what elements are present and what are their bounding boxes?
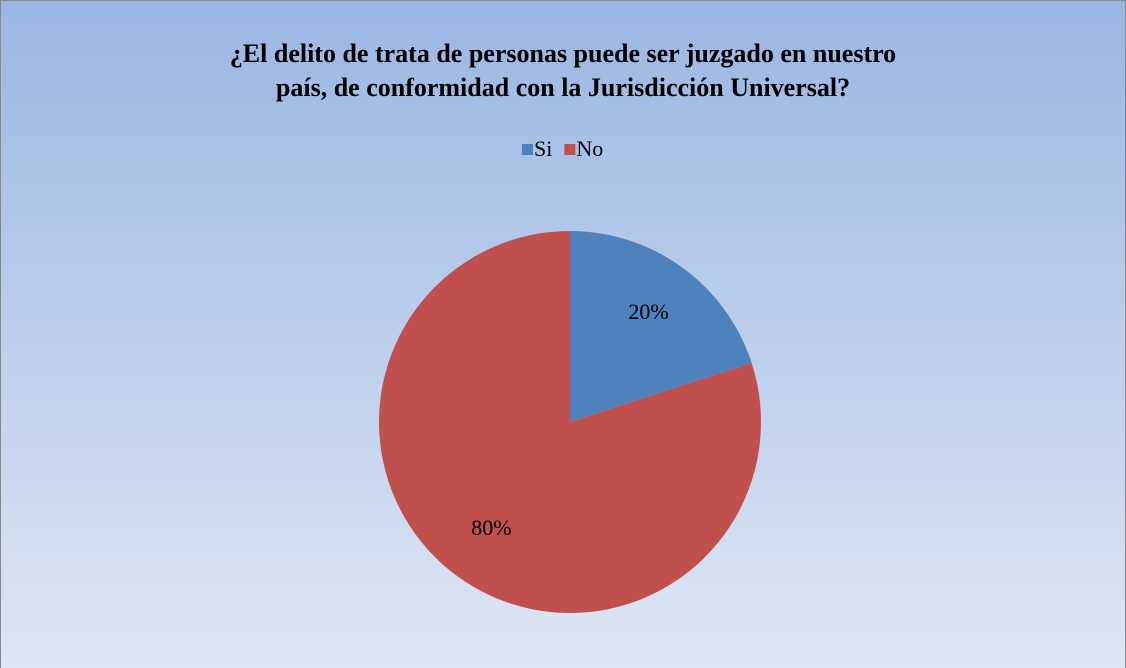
chart-title: ¿El delito de trata de personas puede se… [230,39,896,68]
data-label: 20% [628,299,668,324]
legend-swatch [522,144,533,155]
pie-slice [570,231,752,422]
legend-label: No [576,136,603,161]
legend-label: Si [534,136,552,161]
chart-title: país, de conformidad con la Jurisdicción… [276,73,850,102]
data-label: 80% [471,515,511,540]
legend-swatch [564,144,576,155]
pie-slice [379,231,762,614]
